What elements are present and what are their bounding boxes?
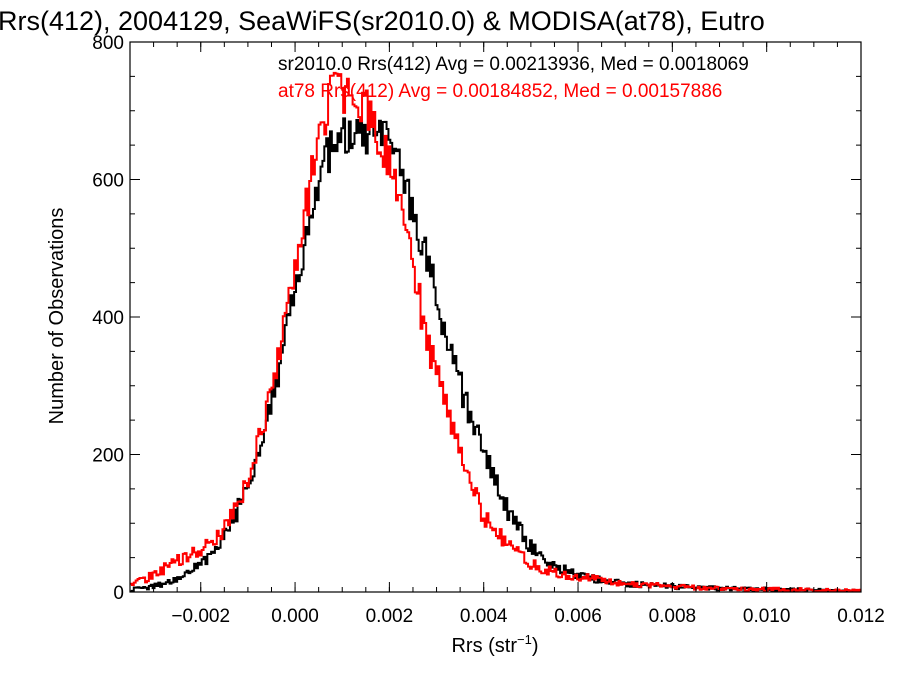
series-line-at78	[130, 71, 861, 592]
plot-frame	[129, 41, 862, 593]
y-axis-label: Number of Observations	[46, 208, 68, 425]
x-tick-label: 0.004	[460, 606, 508, 627]
chart-title: Rrs(412), 2004129, SeaWiFS(sr2010.0) & M…	[0, 6, 765, 36]
x-axis-ticks: −0.002 0.000 0.002 0.004 0.006 0.008 0.010 0.01…	[129, 42, 885, 627]
x-tick-label: −0.002	[171, 606, 230, 627]
legend-entry-at78: at78 Rrs(412) Avg = 0.00184852, Med = 0.…	[278, 81, 722, 102]
x-axis-label-close: )	[532, 635, 539, 657]
y-tick-label: 800	[92, 33, 124, 54]
x-axis-label: Rrs (str−1)	[451, 632, 538, 657]
y-axis-ticks: 0 200 400 600 800	[92, 33, 861, 604]
x-tick-label: 0.012	[837, 606, 885, 627]
plot-area	[129, 41, 862, 593]
y-tick-label: 200	[92, 446, 124, 467]
x-tick-label: 0.008	[649, 606, 697, 627]
x-tick-label: 0.000	[271, 606, 319, 627]
x-tick-label: 0.006	[554, 606, 602, 627]
x-tick-label: 0.010	[743, 606, 791, 627]
series-line-sr2010	[130, 117, 861, 592]
series-layer	[130, 71, 861, 592]
x-tick-label: 0.002	[366, 606, 414, 627]
y-tick-label: 0	[113, 583, 124, 604]
x-axis-label-text: Rrs (str	[451, 635, 517, 657]
x-axis-label-superscript: −1	[517, 632, 532, 647]
legend-entry-sr2010: sr2010.0 Rrs(412) Avg = 0.00213936, Med …	[278, 54, 749, 75]
y-tick-label: 400	[92, 308, 124, 329]
y-tick-label: 600	[92, 171, 124, 192]
